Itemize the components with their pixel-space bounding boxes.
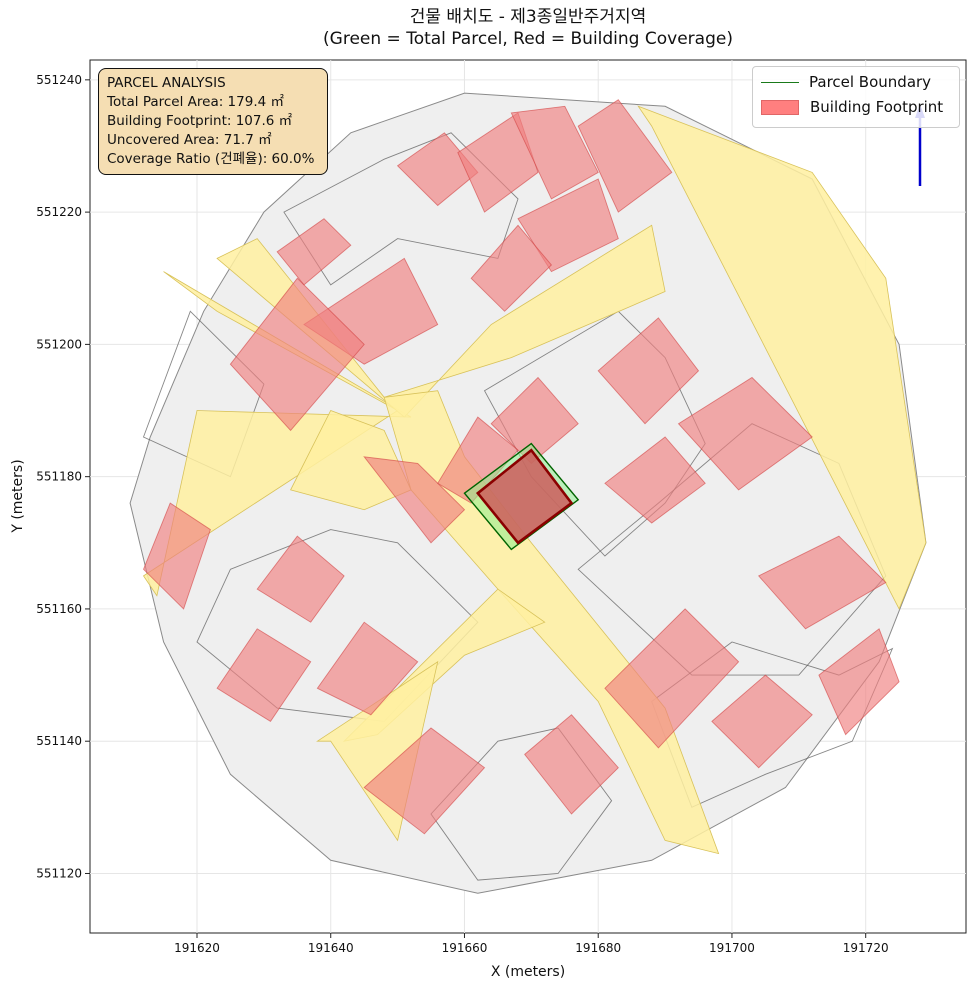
legend-label-footprint: Building Footprint [810,98,944,116]
parcel-analysis-box: PARCEL ANALYSIS Total Parcel Area: 179.4… [98,68,328,175]
building-footprint [276,218,352,286]
building-footprint [510,105,599,200]
target-parcel-layer [463,442,580,551]
y-tick-label: 551200 [36,337,82,351]
legend-line-swatch [761,81,799,83]
y-tick-label: 551220 [36,205,82,219]
road-area [290,410,412,511]
x-tick-label: 191700 [709,941,755,955]
info-uncovered: Uncovered Area: 71.7 ㎡ [107,132,272,148]
x-tick-label: 191640 [308,941,354,955]
y-tick-label: 551120 [36,866,82,880]
target-building-footprint [475,448,574,545]
y-tick-label: 551140 [36,734,82,748]
building-footprint [524,714,619,815]
legend-item-parcel: Parcel Boundary [761,73,931,91]
y-tick-label: 551160 [36,602,82,616]
lot-outline [283,132,519,286]
y-tick-label: 551240 [36,73,82,87]
x-tick-label: 191660 [442,941,488,955]
building-footprint [316,621,419,716]
building-footprint [597,317,700,425]
building-footprint [818,628,900,736]
info-total-area: Total Parcel Area: 179.4 ㎡ [107,94,284,110]
axis-ticks: 191620 191640 191660 191680 191700 191720 5512… [36,73,888,955]
building-footprint [604,608,740,749]
road-area [383,390,720,855]
x-tick-label: 191620 [174,941,220,955]
building-footprint [229,277,365,432]
building-footprint [437,416,519,504]
info-coverage-ratio: Coverage Ratio (건폐율): 60.0% [107,151,315,167]
building-footprint [256,535,345,623]
x-tick-label: 191680 [575,941,621,955]
chart-title-line1: 건물 배치도 - 제3종일반주거지역 [409,7,647,27]
building-footprint [216,628,312,723]
building-footprint [457,112,539,213]
building-footprint [363,727,486,835]
x-axis-label: X (meters) [491,964,565,980]
chart-title-line2: (Green = Total Parcel, Red = Building Co… [323,29,733,49]
info-heading: PARCEL ANALYSIS [107,75,226,91]
x-tick-label: 191720 [843,941,889,955]
building-footprint [363,456,466,544]
legend: Parcel Boundary Building Footprint [752,66,960,128]
building-footprint [757,535,887,630]
building-footprint [604,436,706,524]
legend-item-footprint: Building Footprint [761,98,943,116]
legend-patch-swatch [761,99,799,115]
road-area [637,105,927,610]
building-footprint [577,99,673,213]
legend-label-parcel: Parcel Boundary [809,73,932,91]
y-axis-label: Y (meters) [10,459,26,533]
y-tick-label: 551180 [36,470,82,484]
lot-outline [430,727,613,881]
building-layer [142,99,900,835]
info-footprint: Building Footprint: 107.6 ㎡ [107,113,293,129]
building-footprint [677,376,813,491]
building-footprint [142,502,211,610]
building-footprint [711,674,813,769]
building-footprint [470,224,553,312]
